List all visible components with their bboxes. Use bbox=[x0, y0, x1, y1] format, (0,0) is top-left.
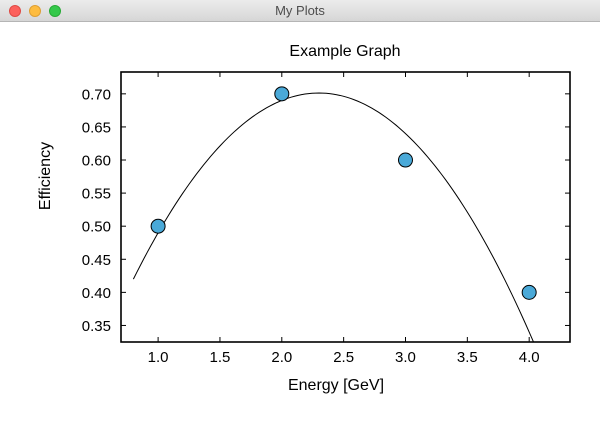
y-axis-label: Efficiency bbox=[37, 142, 54, 210]
data-points bbox=[150, 86, 537, 300]
fit-curve bbox=[132, 92, 535, 342]
fit-curve-group bbox=[132, 92, 535, 342]
close-window-button[interactable] bbox=[9, 5, 21, 17]
plot-area: Example Graph 0.35 0.40 0.45 0.50 0.55 0.60 0.… bbox=[0, 22, 600, 422]
x-tick-label: 3.5 bbox=[457, 349, 478, 366]
plot-frame bbox=[120, 71, 571, 343]
y-tick-label: 0.55 bbox=[82, 186, 111, 203]
x-tick-label: 1.0 bbox=[148, 349, 169, 366]
data-point bbox=[274, 86, 290, 102]
y-tick-label: 0.40 bbox=[82, 285, 111, 302]
y-tick-label: 0.70 bbox=[82, 86, 111, 103]
data-point bbox=[521, 284, 537, 300]
title-bar: My Plots bbox=[0, 0, 600, 22]
x-tick-label: 4.0 bbox=[519, 349, 540, 366]
data-point bbox=[150, 218, 166, 234]
y-tick-label: 0.50 bbox=[82, 219, 111, 236]
zoom-window-button[interactable] bbox=[49, 5, 61, 17]
y-tick-label: 0.65 bbox=[82, 119, 111, 136]
chart-title: Example Graph bbox=[289, 43, 400, 60]
x-axis-label: Energy [GeV] bbox=[288, 377, 384, 394]
x-tick-label: 2.0 bbox=[271, 349, 292, 366]
minimize-window-button[interactable] bbox=[29, 5, 41, 17]
x-axis-ticks: 1.0 1.5 2.0 2.5 3.0 3.5 4.0 bbox=[148, 72, 540, 366]
y-tick-label: 0.60 bbox=[82, 153, 111, 170]
y-tick-label: 0.45 bbox=[82, 252, 111, 269]
x-tick-label: 3.0 bbox=[395, 349, 416, 366]
data-point bbox=[397, 152, 413, 168]
chart: Example Graph 0.350.400.450.500.550.600.… bbox=[37, 43, 571, 394]
y-axis-ticks: 0.35 0.40 0.45 0.50 0.55 0.60 0.65 0.70 bbox=[82, 86, 570, 335]
x-tick-label: 2.5 bbox=[333, 349, 354, 366]
y-tick-label: 0.35 bbox=[82, 318, 111, 335]
window-title: My Plots bbox=[275, 3, 325, 18]
x-tick-label: 1.5 bbox=[210, 349, 231, 366]
